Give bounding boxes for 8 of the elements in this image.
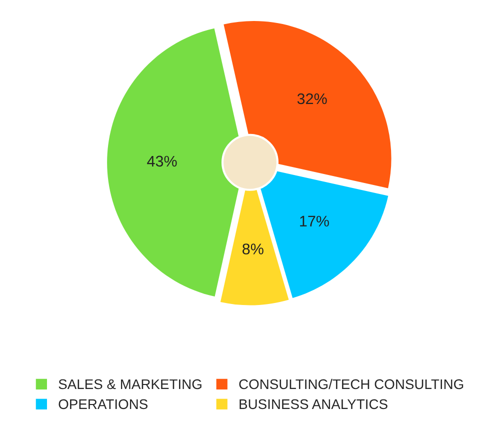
legend-label: CONSULTING/TECH CONSULTING <box>239 378 464 390</box>
data-label: 8% <box>242 244 264 254</box>
legend-label: BUSINESS ANALYTICS <box>240 399 388 410</box>
data-label: 17% <box>300 216 329 227</box>
data-label: 32% <box>297 93 327 104</box>
legend-label: SALES & MARKETING <box>58 379 202 390</box>
legend-label: OPERATIONS <box>58 399 148 410</box>
data-label: 43% <box>147 156 177 167</box>
